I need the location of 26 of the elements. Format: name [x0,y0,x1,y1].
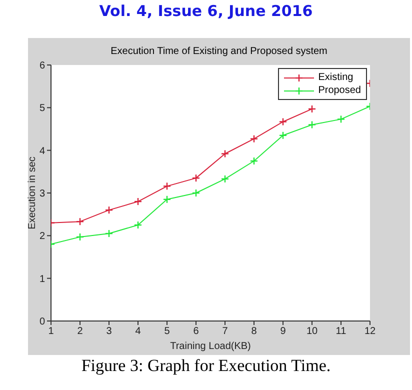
x-tick-label: 12 [364,326,376,338]
y-tick-label: 1 [39,274,46,285]
x-tick-label: 6 [193,326,200,338]
x-tick-label: 8 [251,326,258,338]
x-tick-label: 7 [222,326,228,338]
x-tick-label: 10 [306,326,318,338]
x-tick-label: 2 [77,326,84,338]
x-tick-label: 1 [48,326,54,338]
x-tick-label: 3 [106,326,112,338]
x-tick-label: 5 [164,326,170,338]
text: Vol. 4, Issue 6, June 2016 [98,2,314,20]
x-tick-label: 4 [135,326,142,338]
chart-title: Execution Time of Existing and Proposed system [110,46,328,57]
legend-label: Proposed [318,84,361,97]
x-axis-title: Training Load(KB) [170,341,251,352]
x-tick-label: 11 [336,326,347,338]
caption: Figure 3: Graph for Execution Time. [80,356,332,376]
y-tick-label: 0 [39,316,46,328]
y-tick-label: 4 [39,146,46,157]
legend-label: Existing [318,71,354,84]
y-tick-label: 3 [39,188,46,200]
x-tick-label: 9 [280,326,286,338]
y-axis-title: Execution in sec [27,156,39,232]
y-tick-label: 5 [39,103,46,114]
y-tick-label: 6 [39,60,46,72]
y-tick-label: 2 [39,231,46,242]
